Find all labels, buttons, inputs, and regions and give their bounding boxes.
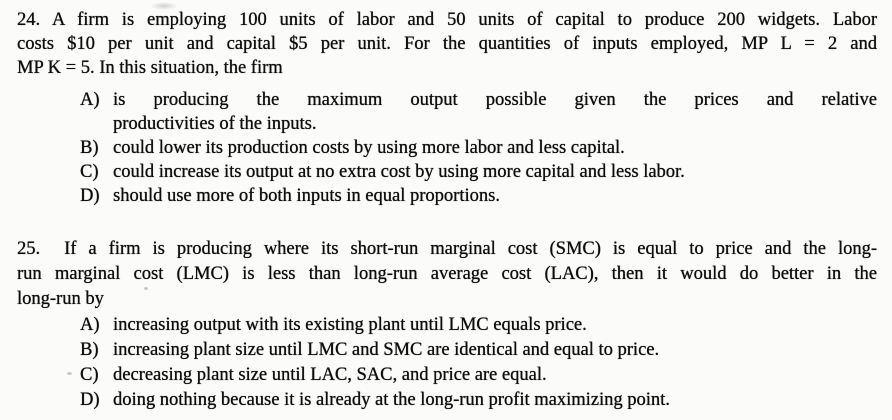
question-25-stem: 25. If a firm is producing where its sho… <box>17 237 877 311</box>
option-label: A) <box>80 90 100 110</box>
option-text: decreasing plant size until LAC, SAC, an… <box>113 363 877 388</box>
option-text-line: decreasing plant size until LAC, SAC, an… <box>113 364 547 385</box>
stem-line: run marginal cost (LMC) is less than lon… <box>17 263 877 284</box>
question-25-options: A) increasing output with its existing p… <box>80 313 877 412</box>
question-24-stem: 24. A firm is employing 100 units of lab… <box>17 8 877 80</box>
option-text-line: increasing output with its existing plan… <box>113 315 587 336</box>
option-label: B) <box>80 340 99 361</box>
question-25: 25. If a firm is producing where its sho… <box>17 237 877 413</box>
stem-line: MP K = 5. In this situation, the firm <box>17 58 283 78</box>
option-text: increasing plant size until LMC and SMC … <box>113 338 877 363</box>
option-24-b: B) could lower its production costs by u… <box>80 136 877 160</box>
option-label: C) <box>80 162 99 182</box>
option-text-line: could increase its output at no extra co… <box>113 162 685 182</box>
option-text: could lower its production costs by usin… <box>113 136 877 160</box>
option-25-a: A) increasing output with its existing p… <box>80 313 877 338</box>
stem-line: long-run by <box>17 288 104 309</box>
option-text-line: increasing plant size until LMC and SMC … <box>113 340 660 361</box>
option-25-c: C) decreasing plant size until LAC, SAC,… <box>80 363 877 388</box>
question-24: 24. A firm is employing 100 units of lab… <box>17 8 877 208</box>
option-24-c: C) could increase its output at no extra… <box>80 160 877 184</box>
option-label: A) <box>80 315 100 336</box>
option-text-line: is producing the maximum output possible… <box>113 90 877 110</box>
option-text: doing nothing because it is already at t… <box>113 388 877 413</box>
option-25-d: D) doing nothing because it is already a… <box>80 388 877 413</box>
option-label: D) <box>80 389 100 410</box>
scan-smudge-artifact <box>150 2 178 10</box>
stem-line: 25. If a firm is producing where its sho… <box>17 239 877 259</box>
option-text-line: could lower its production costs by usin… <box>113 138 625 158</box>
option-text-line: should use more of both inputs in equal … <box>113 186 500 206</box>
option-text: could increase its output at no extra co… <box>113 160 877 184</box>
option-text-line: productivities of the inputs. <box>113 114 317 134</box>
scan-speck-artifact <box>67 372 72 375</box>
option-label: B) <box>80 138 99 158</box>
option-text-line: doing nothing because it is already at t… <box>113 389 670 410</box>
option-text: should use more of both inputs in equal … <box>113 184 877 208</box>
stem-line: 24. A firm is employing 100 units of lab… <box>17 10 877 30</box>
option-text: is producing the maximum output possible… <box>113 88 877 136</box>
option-label: C) <box>80 364 99 385</box>
option-24-a: A) is producing the maximum output possi… <box>80 88 877 136</box>
option-text: increasing output with its existing plan… <box>113 313 877 338</box>
option-24-d: D) should use more of both inputs in equ… <box>80 184 877 208</box>
stem-line: costs $10 per unit and capital $5 per un… <box>17 34 877 54</box>
question-24-options: A) is producing the maximum output possi… <box>80 88 877 208</box>
option-25-b: B) increasing plant size until LMC and S… <box>80 338 877 363</box>
option-label: D) <box>80 186 100 206</box>
scan-speck-artifact <box>144 287 148 290</box>
